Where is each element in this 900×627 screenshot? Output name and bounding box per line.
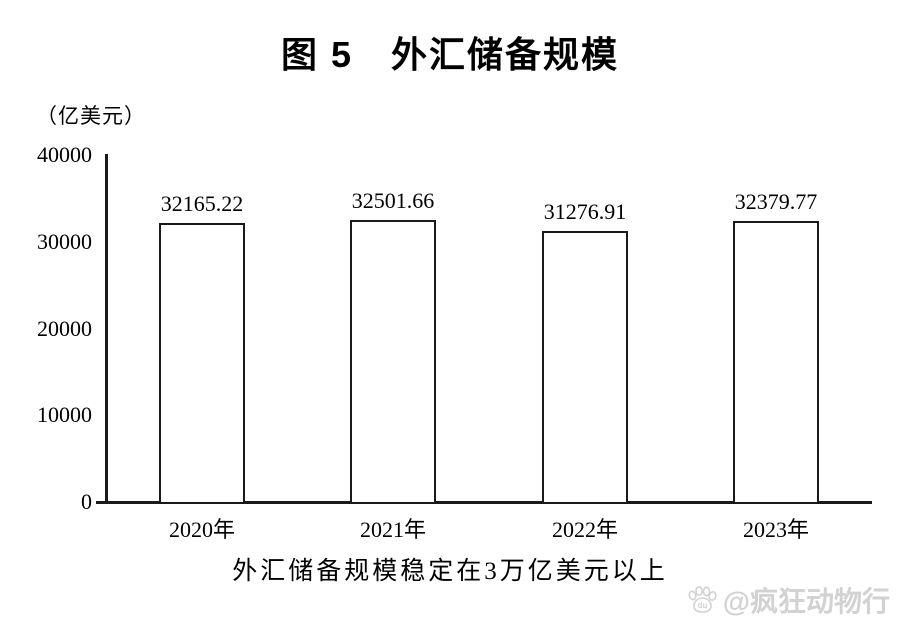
x-axis-line <box>96 501 872 504</box>
paw-icon-text: du <box>697 601 707 610</box>
watermark-text: @疯狂动物行 <box>722 586 890 617</box>
y-tick-label: 0 <box>81 489 92 514</box>
y-tick-label: 10000 <box>37 402 92 428</box>
bar-2021年 <box>350 220 436 502</box>
y-tick-label: 20000 <box>37 315 92 341</box>
value-label: 31276.91 <box>543 199 627 224</box>
chart-caption: 外汇储备规模稳定在3万亿美元以上 <box>232 558 668 585</box>
y-axis-unit-label: （亿美元） <box>36 104 146 128</box>
watermark: du @疯狂动物行 <box>686 580 890 620</box>
y-tick-label: 40000 <box>37 142 92 167</box>
x-tick-label: 2021年 <box>359 517 426 542</box>
x-tick-label: 2022年 <box>551 517 618 542</box>
value-label: 32379.77 <box>734 189 818 214</box>
value-label: 32501.66 <box>351 188 435 213</box>
baidu-paw-icon: du <box>686 585 718 615</box>
chart-title: 图 5 外汇储备规模 <box>280 34 620 75</box>
bar-2020年 <box>159 223 245 502</box>
value-label: 32165.22 <box>160 191 244 216</box>
y-tick-label: 30000 <box>37 228 92 254</box>
x-tick-label: 2020年 <box>168 517 235 542</box>
y-axis-line <box>105 154 108 503</box>
bar-2023年 <box>733 221 819 502</box>
x-tick-label: 2023年 <box>742 517 809 542</box>
bar-2022年 <box>542 231 628 502</box>
